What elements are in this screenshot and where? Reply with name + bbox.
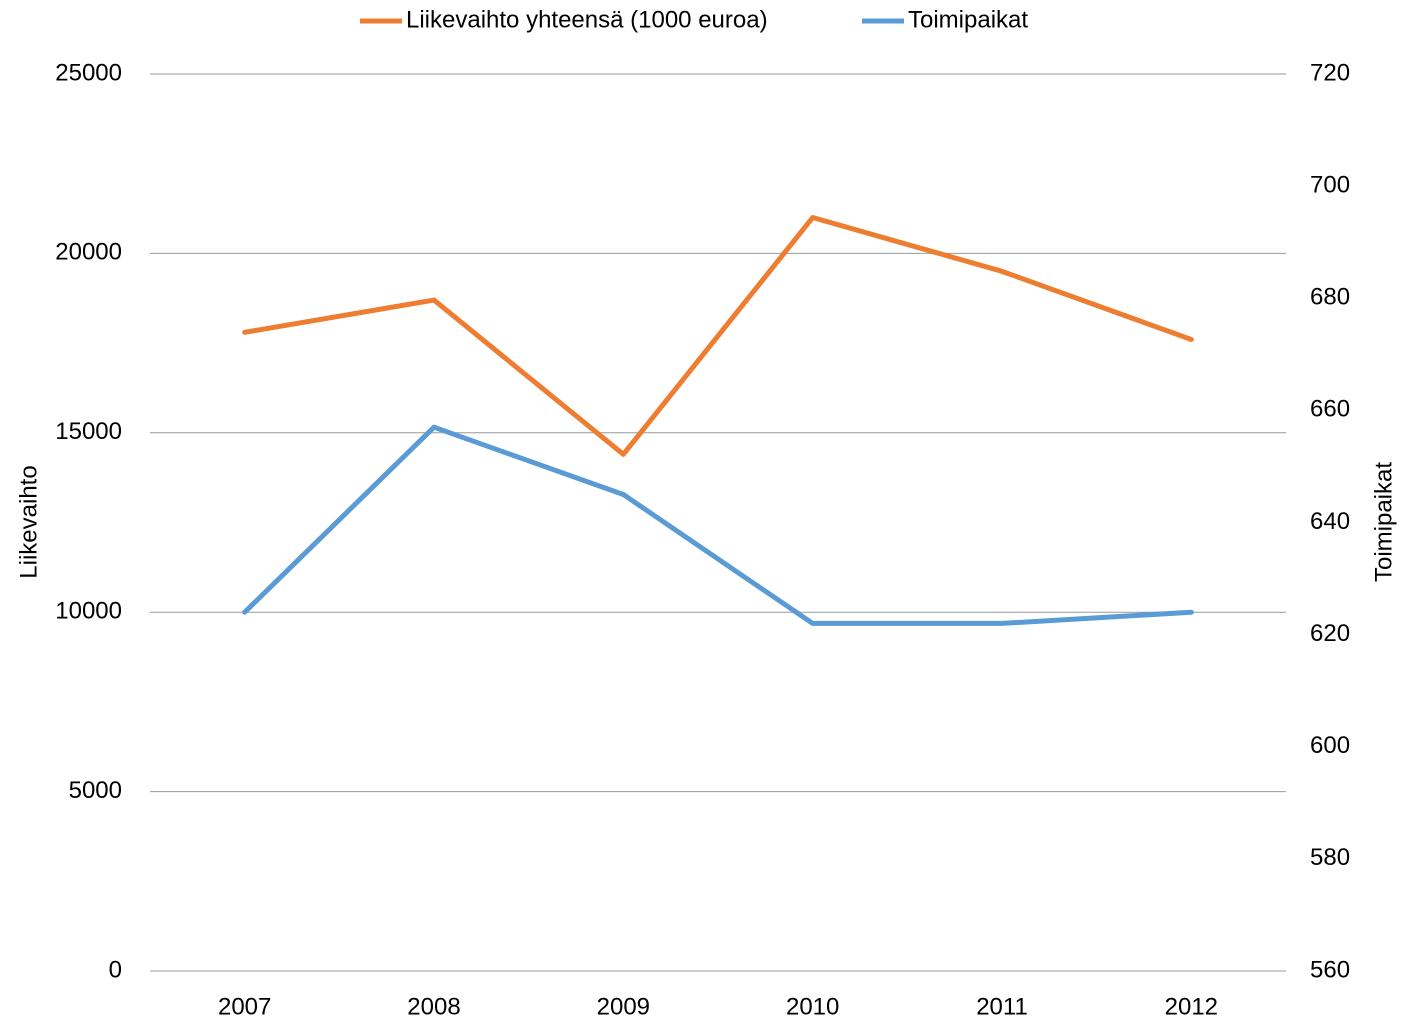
- legend-label: Toimipaikat: [908, 6, 1028, 33]
- x-tick-label: 2009: [597, 993, 650, 1020]
- x-tick-label: 2010: [786, 993, 839, 1020]
- y2-tick-label: 720: [1310, 59, 1350, 86]
- y2-tick-label: 660: [1310, 396, 1350, 423]
- y-tick-label: 15000: [55, 418, 122, 445]
- x-tick-label: 2011: [976, 993, 1028, 1020]
- y2-tick-label: 620: [1310, 620, 1350, 647]
- y-tick-label: 0: [109, 956, 122, 983]
- line-series: [242, 215, 1194, 457]
- x-tick-label: 2008: [407, 993, 460, 1020]
- y-tick-label: 25000: [55, 59, 122, 86]
- y2-tick-label: 640: [1310, 508, 1350, 535]
- y2-tick-label: 680: [1310, 284, 1350, 311]
- y2-axis-title: Toimipaikat: [1370, 462, 1397, 582]
- y-tick-label: 10000: [55, 598, 122, 625]
- y2-tick-label: 580: [1310, 844, 1350, 871]
- x-tick-label: 2007: [218, 993, 271, 1020]
- y-tick-label: 20000: [55, 239, 122, 266]
- x-tick-label: 2012: [1165, 993, 1218, 1020]
- line-series: [242, 424, 1194, 626]
- y2-tick-label: 600: [1310, 732, 1350, 759]
- legend-label: Liikevaihto yhteensä (1000 euroa): [406, 6, 768, 33]
- y2-tick-label: 560: [1310, 956, 1350, 983]
- y-axis-title: Liikevaihto: [15, 465, 42, 578]
- y-tick-label: 5000: [69, 777, 122, 804]
- y2-tick-label: 700: [1310, 171, 1350, 198]
